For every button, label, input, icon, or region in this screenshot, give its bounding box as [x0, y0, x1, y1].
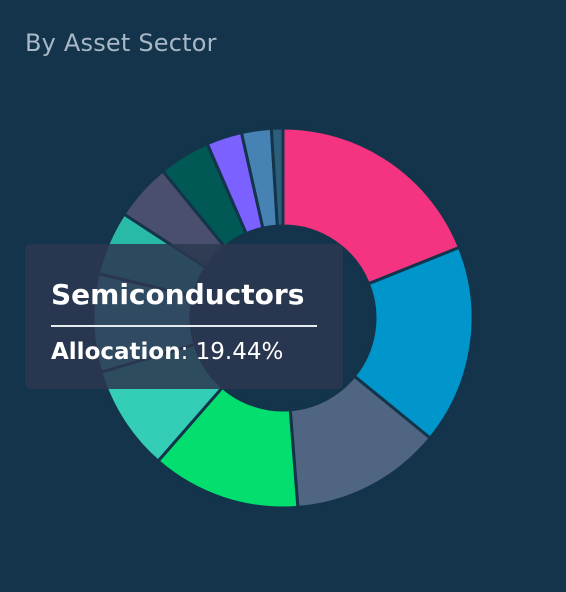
tooltip-allocation-key: Allocation	[51, 339, 181, 365]
tooltip-divider	[51, 325, 317, 327]
donut-slice-2[interactable]	[352, 245, 475, 440]
donut-slice-12[interactable]	[269, 126, 285, 228]
tooltip-allocation-value: 19.44%	[195, 339, 284, 365]
card-title: By Asset Sector	[25, 29, 217, 57]
chart-tooltip: Semiconductors Allocation: 19.44%	[25, 244, 343, 389]
donut-slice-1[interactable]	[281, 126, 461, 286]
tooltip-allocation-line: Allocation: 19.44%	[51, 339, 283, 365]
tooltip-sector-name: Semiconductors	[51, 278, 305, 311]
tooltip-separator: :	[180, 339, 196, 365]
